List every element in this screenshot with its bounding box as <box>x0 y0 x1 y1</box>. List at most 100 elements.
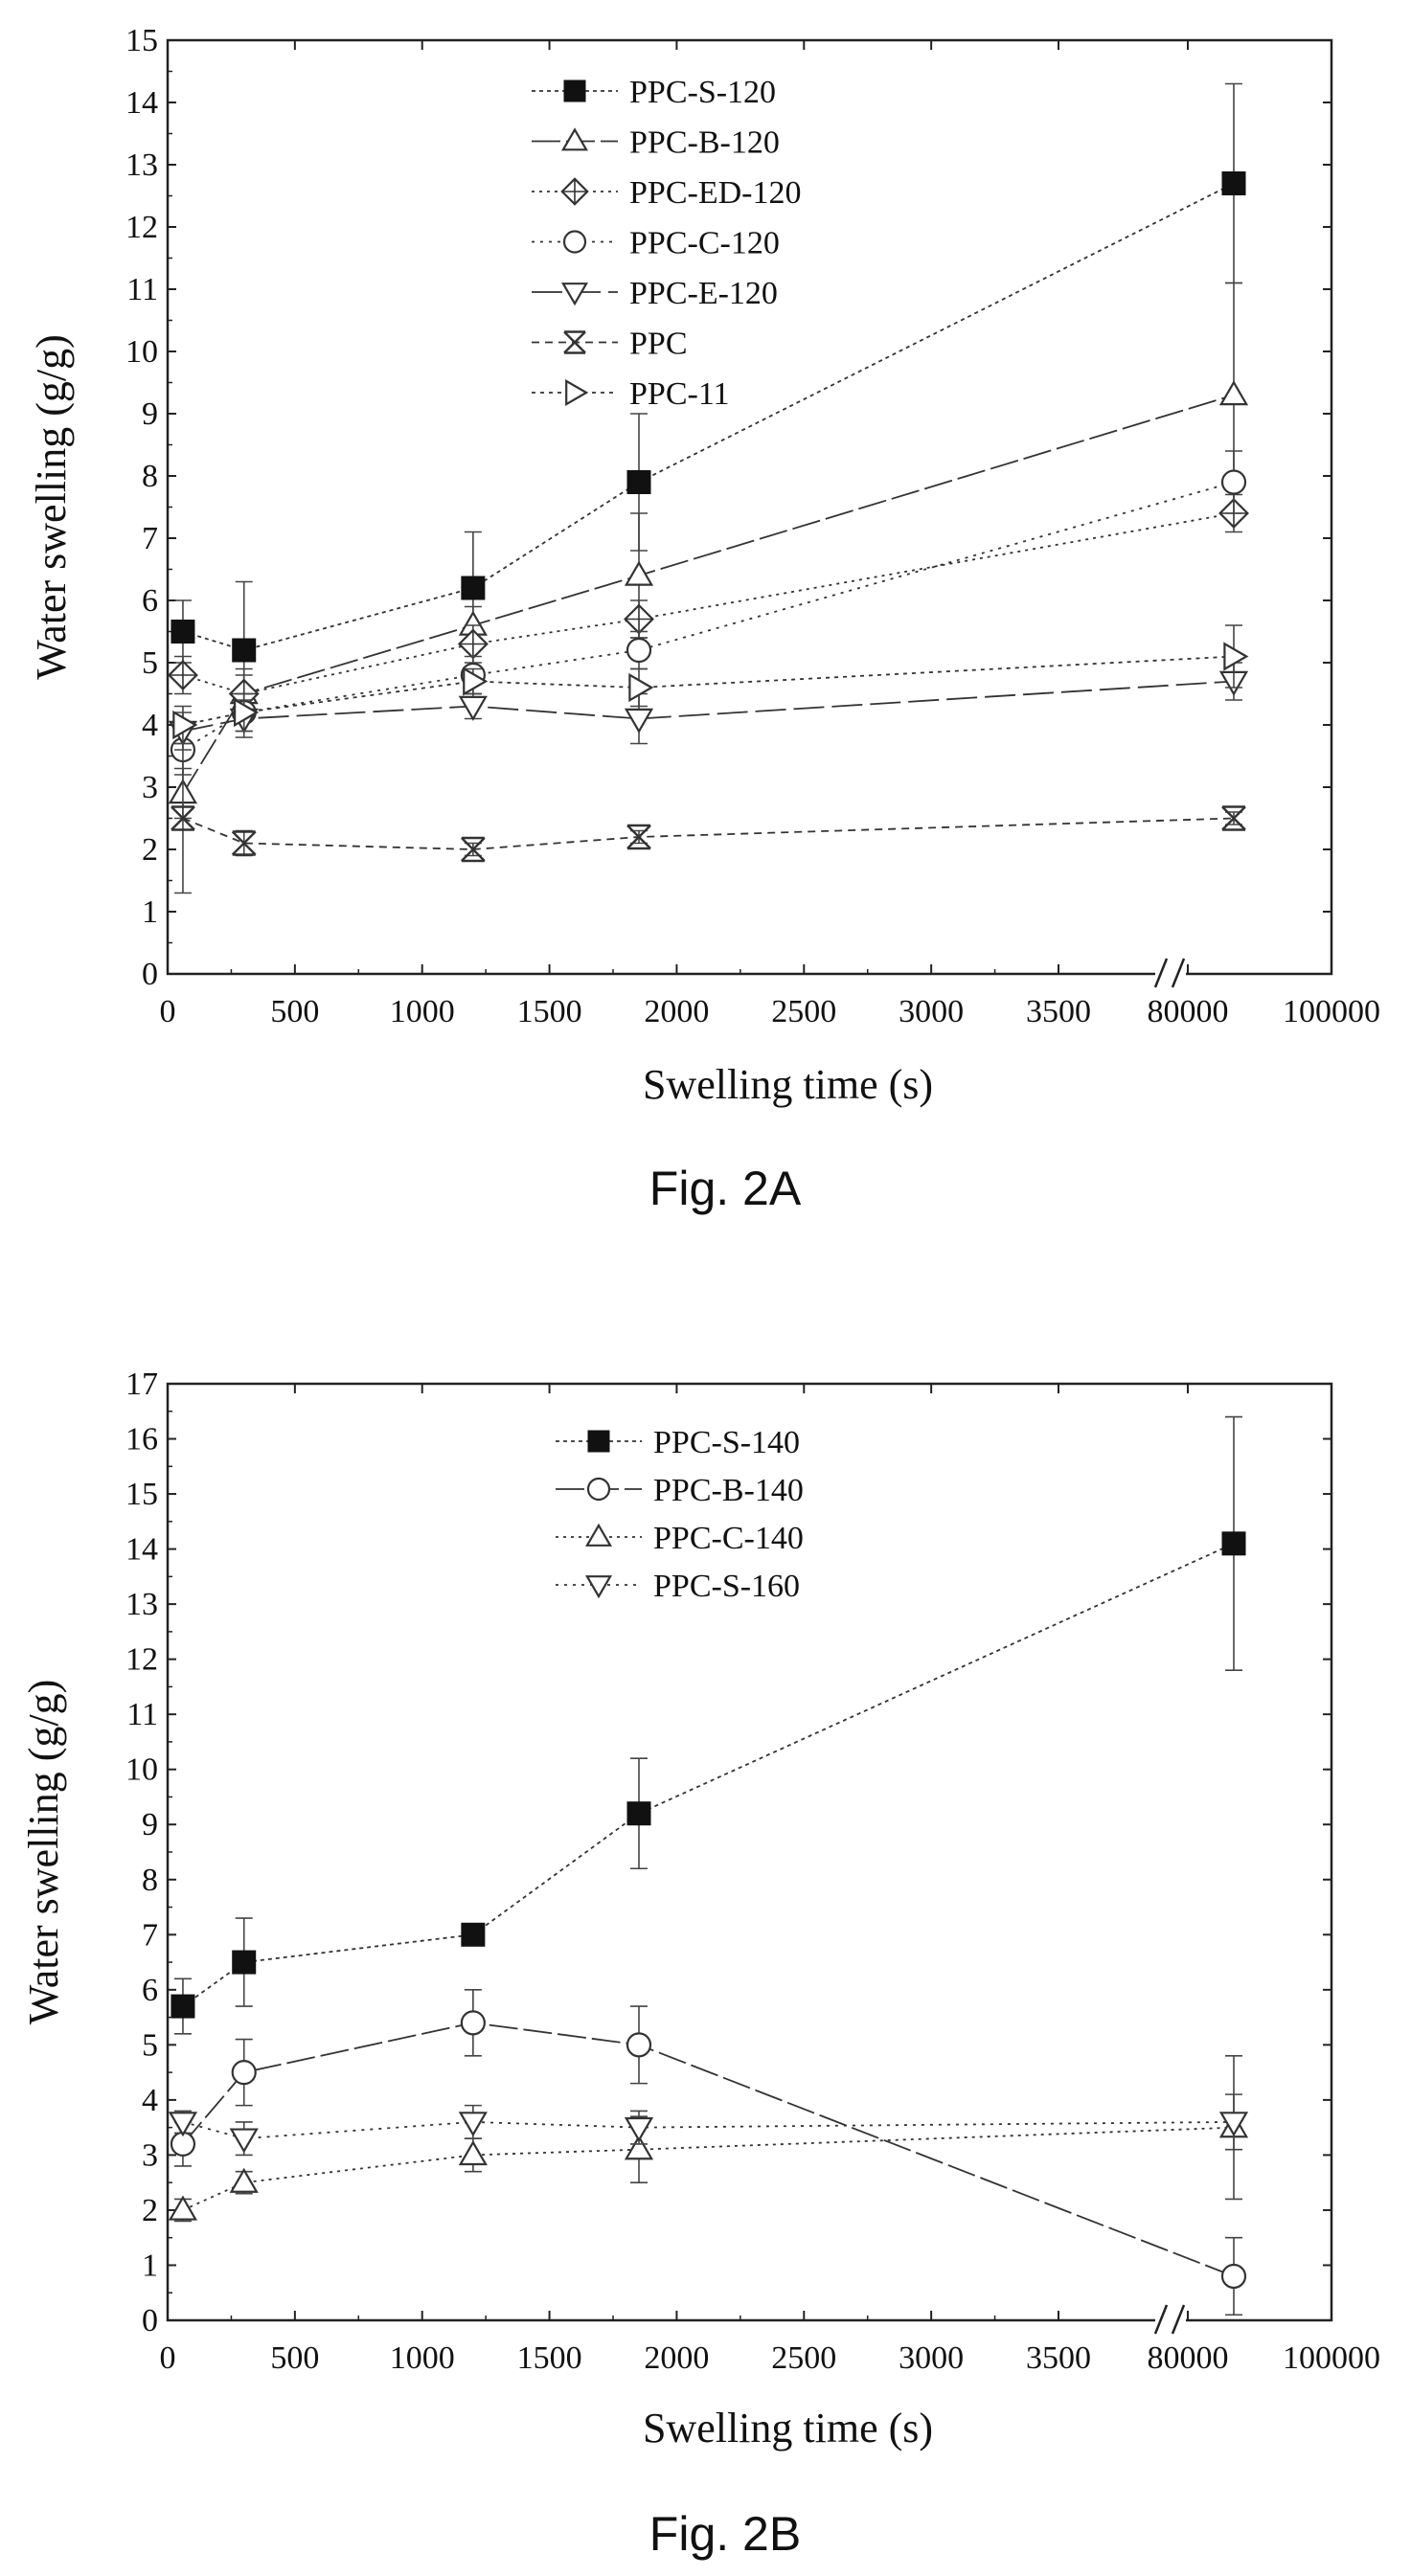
y-tick-label: 13 <box>125 147 158 183</box>
legend-label: PPC-11 <box>629 376 730 412</box>
data-point <box>1220 2263 1247 2290</box>
y-axis-title: Water swelling (g/g) <box>20 1680 67 2025</box>
y-tick-label: 0 <box>142 957 158 992</box>
series-line <box>182 394 1235 794</box>
legend-marker <box>563 79 586 102</box>
data-point <box>458 2112 488 2137</box>
legend-label: PPC-C-140 <box>653 1521 804 1556</box>
data-point <box>171 1994 195 2019</box>
y-tick-label: 2 <box>142 2193 158 2228</box>
data-point <box>626 470 651 494</box>
series-line <box>182 2120 1235 2140</box>
data-point <box>626 637 652 664</box>
data-point <box>624 2135 654 2160</box>
data-point <box>626 824 651 850</box>
axis-break-mark <box>1153 2304 1186 2335</box>
legend-label: PPC <box>629 327 688 362</box>
series-line <box>182 817 1235 850</box>
data-point <box>229 2167 259 2193</box>
data-point <box>460 2010 486 2036</box>
y-tick-label: 3 <box>142 2137 158 2173</box>
data-point-shape <box>1221 805 1246 831</box>
x-tick-label: 100000 <box>1283 2340 1380 2376</box>
series-line <box>182 2126 1235 2211</box>
y-tick-label: 0 <box>142 2303 158 2339</box>
data-point <box>234 697 260 728</box>
legend-label: PPC-S-160 <box>653 1569 800 1604</box>
legend-label: PPC-B-120 <box>629 125 780 161</box>
data-point-cross <box>169 661 197 689</box>
y-tick-label: 5 <box>142 645 158 681</box>
legend-marker-cross <box>561 178 588 205</box>
data-point <box>624 603 654 635</box>
series-PPC-C-120 <box>170 450 1247 776</box>
y-tick-label: 5 <box>142 2027 158 2063</box>
series-line <box>182 1543 1235 2007</box>
data-point <box>229 2128 259 2154</box>
y-tick-label: 7 <box>142 1917 158 1953</box>
legend-label: PPC-E-120 <box>629 276 778 311</box>
x-tick-label: 3000 <box>899 2340 964 2376</box>
data-point <box>626 1801 651 1826</box>
axis-break-mark <box>1153 958 1186 988</box>
legend-label: PPC-C-120 <box>629 226 780 261</box>
x-tick-label: 3500 <box>1026 994 1091 1029</box>
y-tick-label: 14 <box>125 1532 158 1568</box>
data-point-cross <box>459 630 488 658</box>
legend: PPC-S-120 PPC-B-120 PPC-ED-120 PPC-C-120 PPC… <box>532 75 801 412</box>
data-point <box>1223 642 1249 671</box>
y-tick-label: 15 <box>125 23 158 58</box>
x-tick-label: 1000 <box>390 994 455 1029</box>
data-point <box>624 708 654 734</box>
data-point <box>172 710 198 740</box>
x-tick-label: 500 <box>270 2340 319 2376</box>
x-tick-label: 100000 <box>1283 994 1380 1029</box>
y-tick-label: 1 <box>142 2248 158 2283</box>
data-point-shape <box>461 836 486 863</box>
legend-marker <box>587 1430 610 1453</box>
data-point <box>1221 805 1246 831</box>
legend-marker-shape <box>563 330 586 354</box>
y-tick-label: 1 <box>142 894 158 930</box>
series-PPC <box>171 742 1246 894</box>
data-point <box>171 620 195 644</box>
legend-label: PPC-S-120 <box>629 75 776 110</box>
x-axis-title: Swelling time (s) <box>643 2405 933 2452</box>
x-tick-label: 2500 <box>771 2340 836 2376</box>
data-point <box>171 805 195 831</box>
x-tick-label: 1500 <box>517 2340 582 2376</box>
y-tick-label: 6 <box>142 1973 158 2008</box>
y-tick-label: 13 <box>125 1587 158 1622</box>
y-tick-label: 7 <box>142 521 158 556</box>
series-line <box>182 481 1235 751</box>
series-PPC-S-140 <box>171 1415 1246 2035</box>
legend-marker <box>586 1477 611 1502</box>
x-tick-label: 3000 <box>899 994 964 1029</box>
data-point <box>232 638 257 663</box>
y-tick-label: 10 <box>125 334 158 370</box>
y-tick-label: 6 <box>142 583 158 619</box>
legend-marker <box>560 282 589 306</box>
series-PPC-ED-120 <box>167 493 1249 720</box>
x-tick-label: 2000 <box>644 2340 709 2376</box>
legend-marker <box>584 1575 613 1599</box>
y-tick-label: 17 <box>125 1367 158 1402</box>
x-tick-label: 500 <box>270 994 319 1029</box>
y-tick-label: 16 <box>125 1422 158 1457</box>
y-tick-label: 15 <box>125 1477 158 1512</box>
data-point <box>168 2195 198 2221</box>
x-tick-label: 1500 <box>517 994 582 1029</box>
data-point <box>167 660 198 690</box>
y-tick-label: 9 <box>142 396 158 432</box>
data-point <box>168 2112 198 2137</box>
series-line <box>182 680 1235 733</box>
data-point <box>458 695 488 721</box>
series-PPC-B-120 <box>168 282 1249 820</box>
y-tick-label: 14 <box>125 85 158 121</box>
series-PPC-11 <box>172 624 1249 745</box>
data-point <box>1220 469 1247 495</box>
y-tick-label: 12 <box>125 1642 158 1678</box>
series-PPC-E-120 <box>168 662 1249 751</box>
y-tick-label: 12 <box>125 210 158 245</box>
y-tick-label: 10 <box>125 1752 158 1788</box>
